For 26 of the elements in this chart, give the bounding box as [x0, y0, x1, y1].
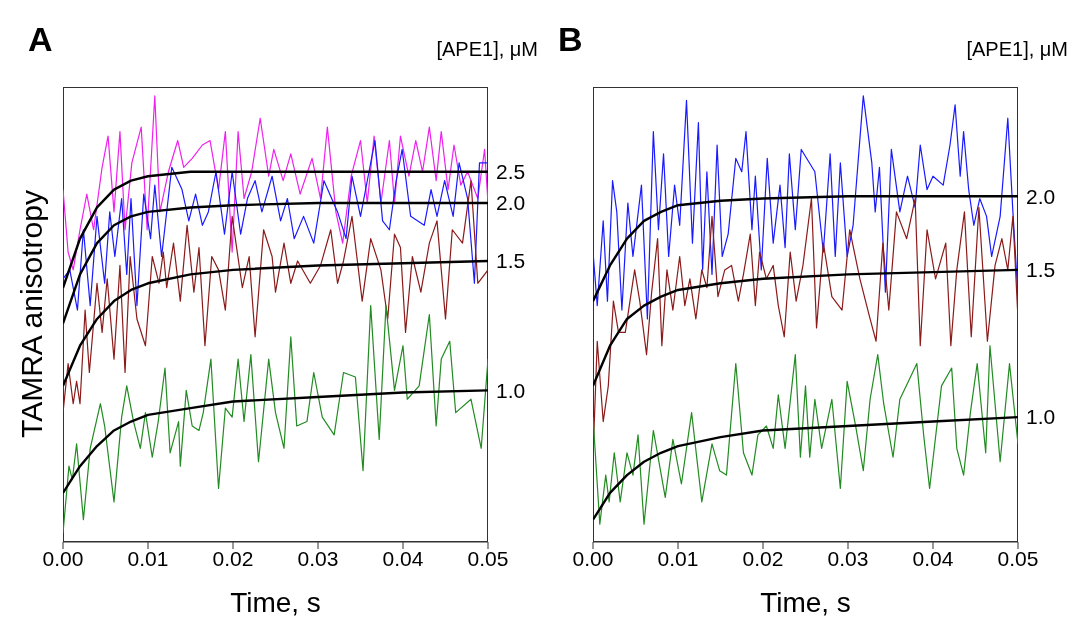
series-label: 2.5	[496, 160, 526, 184]
x-axis-title: Time, s	[760, 587, 851, 618]
x-tick-label: 0.00	[572, 546, 614, 570]
x-tick-label: 0.01	[657, 546, 699, 570]
x-tick-label: 0.04	[382, 546, 424, 570]
x-tick-label: 0.03	[827, 546, 869, 570]
x-tick-label: 0.00	[42, 546, 84, 570]
series-label: 1.5	[496, 249, 526, 273]
series-label: 2.0	[496, 191, 526, 215]
legend-title: [APE1], μM	[966, 38, 1068, 61]
x-tick-label: 0.04	[912, 546, 954, 570]
x-tick-label: 0.02	[212, 546, 254, 570]
series-label: 1.5	[1026, 258, 1056, 282]
series-label: 1.0	[1026, 405, 1056, 429]
legend-title: [APE1], μM	[436, 38, 538, 61]
x-axis-title: Time, s	[230, 587, 321, 618]
y-axis-title: TAMRA anisotropy	[15, 190, 49, 438]
x-tick-label: 0.05	[467, 546, 509, 570]
x-tick-label: 0.03	[297, 546, 339, 570]
x-tick-label: 0.05	[997, 546, 1039, 570]
chart-title: B	[558, 20, 583, 59]
chart-title: A	[28, 20, 53, 59]
series-label: 2.0	[1026, 184, 1056, 208]
series-label: 1.0	[496, 378, 526, 402]
x-tick-label: 0.02	[742, 546, 784, 570]
x-tick-label: 0.01	[127, 546, 169, 570]
